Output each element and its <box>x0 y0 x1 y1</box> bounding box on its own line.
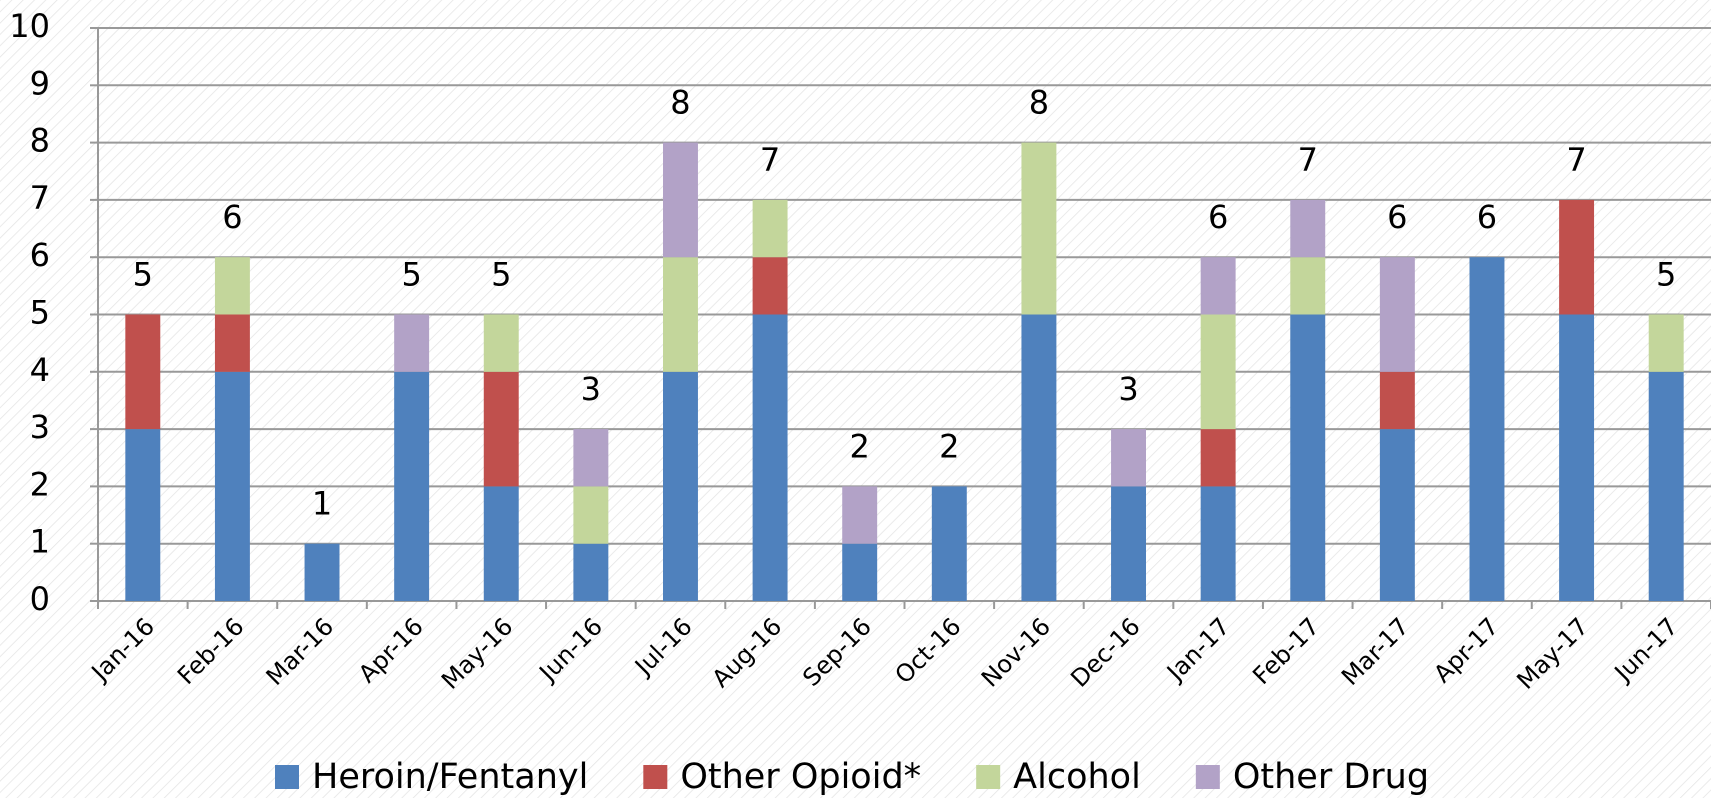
bars <box>125 142 1684 601</box>
bar-segment <box>842 543 878 601</box>
bar-segment <box>1379 257 1415 372</box>
legend-label: Other Opioid* <box>680 757 921 797</box>
legend-swatch <box>1195 765 1220 789</box>
y-tick-label: 1 <box>30 523 50 561</box>
y-tick-label: 8 <box>30 122 50 160</box>
bar-segment <box>214 257 250 315</box>
bar-segment <box>1021 142 1057 315</box>
y-tick-label: 0 <box>30 580 50 618</box>
bar-segment <box>214 314 250 372</box>
bar-segment <box>483 314 519 372</box>
total-label: 6 <box>1477 198 1497 236</box>
bar-segment <box>1290 314 1326 601</box>
y-tick-label: 7 <box>30 179 50 217</box>
bar-segment <box>662 142 698 258</box>
bar-segment <box>483 486 519 601</box>
bar-segment <box>1290 199 1326 258</box>
bar-segment <box>752 199 788 258</box>
bar-segment <box>394 371 430 601</box>
bar-segment <box>1111 486 1147 601</box>
bar-segment <box>1648 371 1684 601</box>
total-label: 5 <box>1656 256 1676 294</box>
bar-segment <box>662 257 698 372</box>
total-label: 8 <box>1029 84 1049 122</box>
legend-label: Other Drug <box>1233 757 1429 797</box>
bar-segment <box>1648 314 1684 372</box>
y-tick-label: 9 <box>30 64 50 102</box>
total-label: 7 <box>760 141 780 179</box>
total-label: 5 <box>401 256 421 294</box>
bar-segment <box>1379 371 1415 430</box>
total-label: 8 <box>670 84 690 122</box>
total-label: 2 <box>939 427 959 465</box>
total-label: 6 <box>1208 198 1228 236</box>
total-label: 7 <box>1566 141 1586 179</box>
bar-segment <box>1111 429 1147 487</box>
bar-segment <box>573 486 609 544</box>
bar-segment <box>1559 314 1595 601</box>
total-label: 1 <box>312 485 332 523</box>
legend-swatch <box>275 765 299 789</box>
bar-segment <box>1200 257 1236 315</box>
bar-segment <box>483 371 519 487</box>
bar-segment <box>662 371 698 601</box>
total-label: 6 <box>222 198 242 236</box>
bar-segment <box>304 543 340 601</box>
bar-segment <box>1021 314 1057 601</box>
bar-segment <box>394 314 430 372</box>
total-label: 2 <box>850 427 870 465</box>
legend-swatch <box>976 765 1001 789</box>
bar-segment <box>931 486 967 601</box>
y-tick-label: 6 <box>30 236 50 274</box>
total-label: 6 <box>1387 198 1407 236</box>
y-tick-label: 10 <box>9 7 50 45</box>
total-label: 5 <box>491 256 511 294</box>
y-tick-label: 2 <box>30 465 50 503</box>
bar-segment <box>1200 314 1236 430</box>
y-tick-label: 4 <box>30 351 50 389</box>
grid <box>90 27 1711 609</box>
y-tick-label: 3 <box>30 408 50 446</box>
bar-segment <box>752 314 788 601</box>
bar-segment <box>1200 486 1236 601</box>
bar-segment <box>125 429 161 601</box>
bar-segment <box>752 257 788 315</box>
bar-segment <box>573 429 609 487</box>
bar-segment <box>1200 429 1236 487</box>
legend-label: Heroin/Fentanyl <box>312 757 588 797</box>
legend-swatch <box>643 765 668 789</box>
bar-segment <box>1469 257 1505 601</box>
bar-segment <box>1379 429 1415 601</box>
total-label: 3 <box>1118 370 1138 408</box>
bar-segment <box>1290 257 1326 315</box>
bar-segment <box>842 486 878 544</box>
total-label: 5 <box>133 256 153 294</box>
y-tick-label: 5 <box>30 294 50 332</box>
bar-segment <box>214 371 250 601</box>
legend-label: Alcohol <box>1013 757 1141 797</box>
total-label: 7 <box>1298 141 1318 179</box>
total-label: 3 <box>581 370 601 408</box>
bar-segment <box>125 314 161 430</box>
bar-segment <box>573 543 609 601</box>
bar-segment <box>1559 199 1595 315</box>
